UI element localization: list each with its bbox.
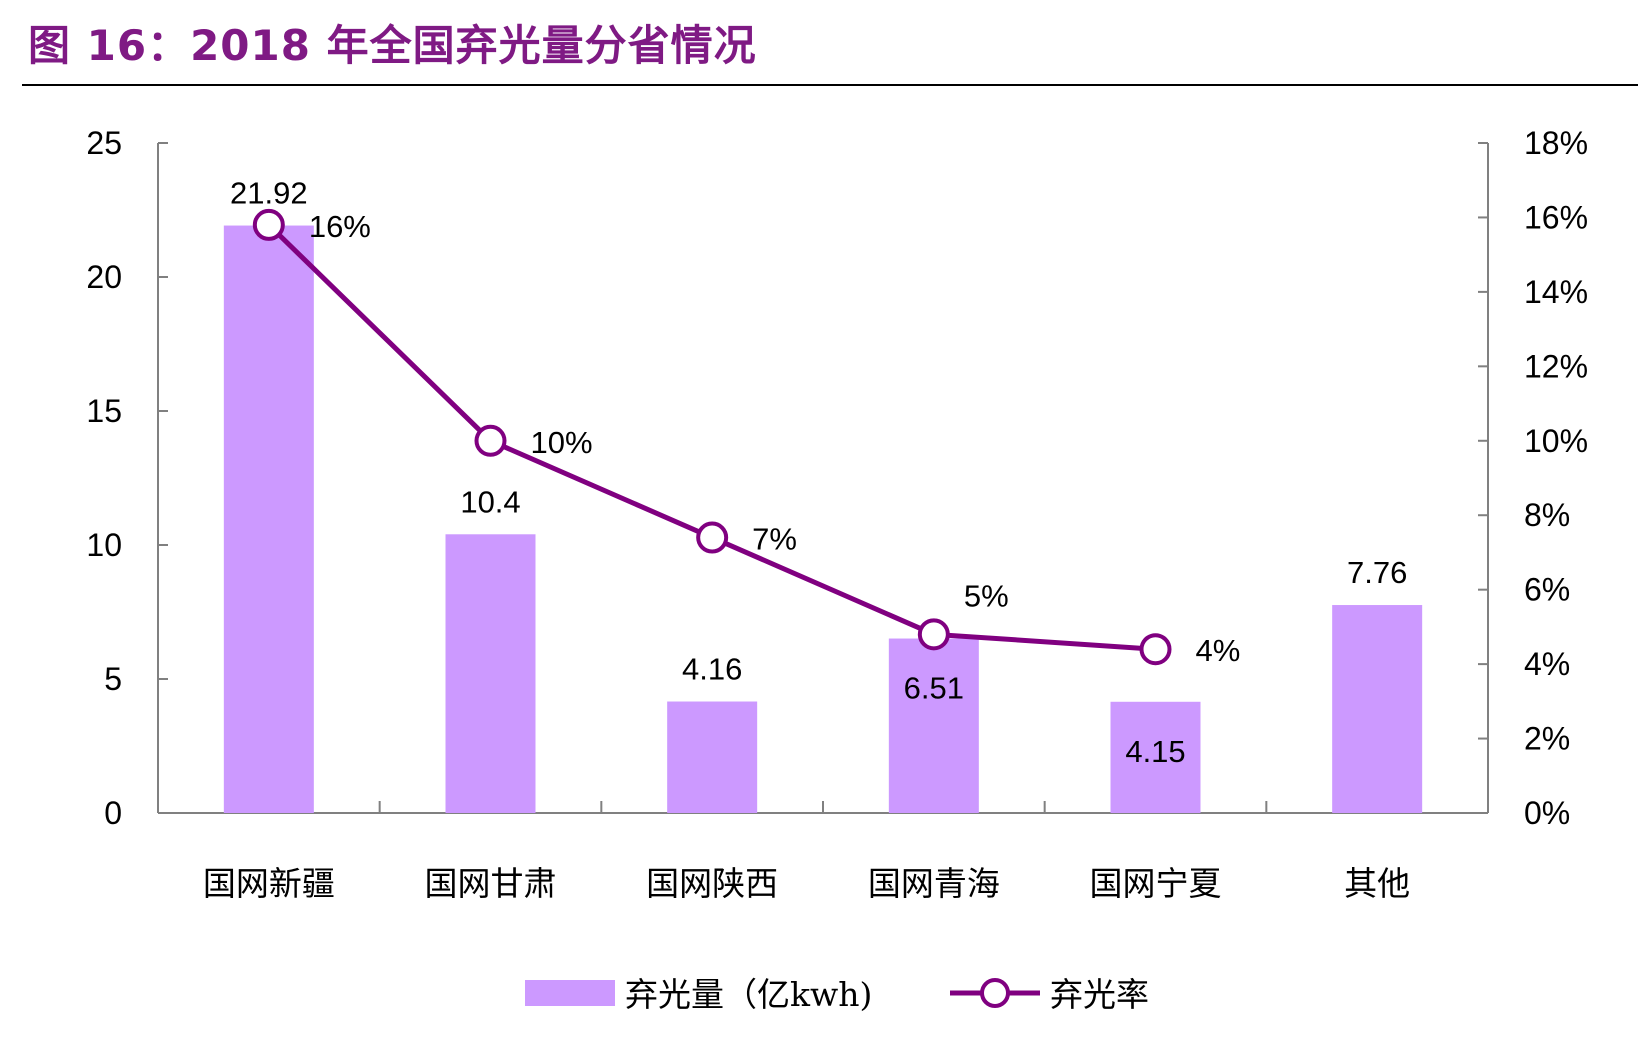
bar-data-label: 4.16 [682,652,742,687]
chart-title: 图 16：2018 年全国弃光量分省情况 [28,21,757,70]
x-category-label: 国网陕西 [646,864,778,903]
y-right-tick-label: 4% [1524,646,1570,682]
y-right-tick-label: 14% [1524,274,1588,310]
y-left-tick-label: 25 [86,125,122,161]
bar-data-label: 7.76 [1347,555,1407,590]
y-left-tick-label: 10 [86,527,122,563]
bar [888,638,979,813]
rate-point [1139,633,1172,666]
x-category-label: 国网甘肃 [425,864,557,903]
rate-data-label: 7% [752,522,797,557]
bar-data-label: 10.4 [460,484,520,519]
rate-point [696,521,729,554]
x-category-label: 国网青海 [868,864,1000,903]
rate-data-label: 4% [1196,633,1241,668]
bar [223,225,314,813]
title-rule [22,84,1638,86]
rate-point [917,618,950,651]
rate-line [267,223,1156,652]
y-right-tick-label: 12% [1524,348,1588,384]
y-left-tick-label: 20 [86,259,122,295]
bar [667,701,758,813]
rate-point [474,424,507,457]
y-left-tick-label: 0 [104,795,122,831]
legend-label-line: 弃光率 [1050,975,1149,1014]
bar [1110,701,1201,813]
rate-data-label: 16% [309,209,371,244]
y-right-tick-label: 2% [1524,721,1570,757]
rate-point [252,208,285,241]
bar-data-label: 21.92 [230,176,308,211]
y-right-tick-label: 0% [1524,795,1570,831]
legend-label-bar: 弃光量（亿kwh) [625,975,872,1014]
x-category-label: 国网宁夏 [1090,864,1222,903]
x-category-label: 其他 [1344,864,1410,903]
legend-swatch-bar [525,980,615,1006]
bar-data-label: 4.15 [1125,734,1185,769]
x-category-label: 国网新疆 [203,864,335,903]
y-left-tick-label: 15 [86,393,122,429]
y-right-tick-label: 6% [1524,572,1570,608]
bar [1332,605,1423,813]
y-right-tick-label: 18% [1524,125,1588,161]
rate-data-label: 5% [964,578,1009,613]
rate-data-label: 10% [531,425,593,460]
y-right-tick-label: 10% [1524,423,1588,459]
bar [445,534,536,813]
bar-data-label: 6.51 [904,671,964,706]
legend-swatch-marker [980,978,1010,1008]
y-left-tick-label: 5 [104,661,122,697]
y-right-tick-label: 16% [1524,199,1588,235]
y-right-tick-label: 8% [1524,497,1570,533]
